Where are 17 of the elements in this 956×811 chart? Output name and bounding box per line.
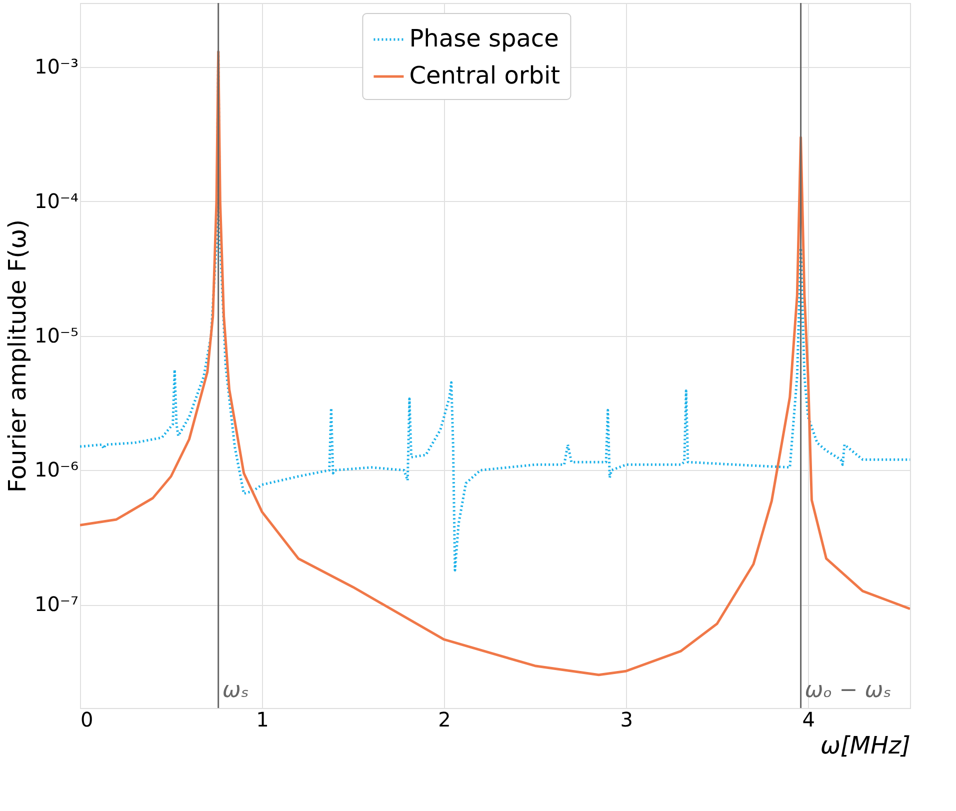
legend-label: Phase space (409, 24, 559, 52)
x-tick-label: 0 (80, 708, 94, 732)
x-tick-label: 2 (438, 708, 451, 732)
y-axis-title: Fourier amplitude F(ω) (3, 219, 32, 493)
ref-line-label: ωₒ − ωₛ (804, 678, 892, 703)
line-series (80, 50, 910, 676)
legend-label: Central orbit (409, 62, 560, 90)
x-tick-label: 3 (620, 708, 633, 732)
x-tick-label: 4 (802, 708, 815, 732)
y-tick-label: 10⁻⁷ (34, 592, 78, 616)
y-tick-label: 10⁻⁴ (34, 188, 78, 213)
ref-line-label: ωₛ (222, 678, 249, 703)
x-tick-label: 1 (256, 708, 269, 732)
y-tick-label: 10⁻⁶ (34, 458, 78, 482)
y-tick-label: 10⁻⁵ (34, 323, 78, 348)
x-axis-title: ω[MHz] (820, 732, 910, 760)
y-tick-label: 10⁻³ (34, 54, 78, 79)
